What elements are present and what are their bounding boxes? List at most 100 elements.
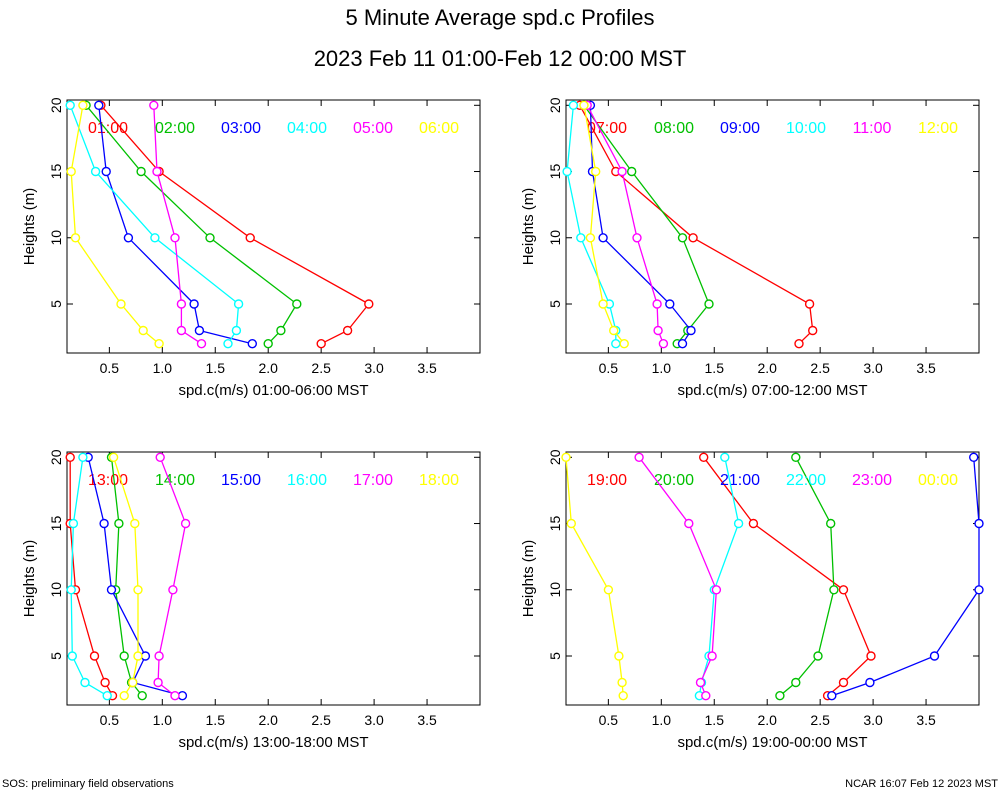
data-point — [826, 518, 836, 529]
data-point — [231, 325, 242, 336]
x-axis-label: spd.c(m/s) 01:00-06:00 MST — [178, 382, 368, 399]
data-point — [149, 100, 159, 111]
data-point — [116, 299, 126, 309]
data-point — [123, 233, 134, 243]
data-point — [136, 166, 146, 177]
y-tick-label: 10 — [48, 582, 64, 598]
footer-credit: NCAR 16:07 Feb 12 2023 MST — [845, 778, 998, 790]
data-point — [653, 325, 663, 336]
data-point — [150, 233, 160, 243]
data-point — [133, 651, 143, 661]
legend-entry: 04:00 — [287, 120, 327, 137]
series-0300 — [94, 100, 258, 349]
legend-entry: 17:00 — [353, 472, 393, 489]
legend-entry: 11:00 — [853, 120, 892, 137]
data-point — [89, 651, 100, 661]
y-tick-label: 20 — [547, 449, 563, 465]
chart-panel-1: 0.5 1.0 1.5 2.0 2.5 3.0 3.5 5 10 15 20 spd.c(m/s) 0… — [21, 97, 481, 399]
series-1700 — [153, 452, 191, 701]
data-point — [342, 325, 353, 336]
data-point — [665, 299, 675, 309]
data-point — [247, 339, 258, 349]
series-2200 — [694, 452, 744, 701]
data-point — [974, 518, 984, 529]
y-tick-label: 10 — [48, 230, 64, 246]
data-point — [189, 299, 199, 309]
data-point — [720, 452, 730, 462]
data-point — [827, 691, 837, 701]
data-point — [775, 691, 785, 701]
data-point — [566, 518, 576, 529]
data-point — [205, 233, 215, 243]
data-point — [562, 166, 572, 177]
plot-frame — [565, 451, 980, 706]
data-point — [153, 677, 163, 688]
series-1600 — [66, 452, 112, 701]
y-tick-label: 5 — [48, 652, 64, 660]
data-point — [154, 651, 164, 661]
x-tick-label: 2.0 — [258, 360, 278, 376]
x-tick-label: 3.5 — [916, 712, 936, 728]
figure-title: 5 Minute Average spd.c Profiles — [346, 5, 655, 30]
data-point — [701, 691, 711, 701]
legend-entry: 12:00 — [918, 120, 958, 137]
data-point — [168, 585, 178, 595]
series-1200 — [579, 100, 629, 349]
series-line — [703, 456, 872, 697]
y-tick-label: 5 — [547, 652, 563, 660]
x-tick-label: 3.0 — [863, 360, 883, 376]
data-point — [108, 452, 119, 462]
y-tick-label: 20 — [547, 97, 563, 113]
x-tick-label: 2.0 — [757, 712, 777, 728]
y-tick-label: 15 — [547, 516, 563, 532]
x-tick-label: 1.5 — [705, 360, 725, 376]
y-tick-label: 20 — [48, 449, 64, 465]
series-line — [100, 104, 370, 345]
x-tick-label: 2.0 — [757, 360, 777, 376]
data-point — [733, 518, 744, 529]
y-axis-label: Heights (m) — [21, 188, 38, 266]
series-0500 — [149, 100, 207, 349]
x-tick-label: 3.5 — [916, 360, 936, 376]
footer-source: SOS: preliminary field observations — [2, 778, 174, 790]
data-point — [929, 651, 940, 661]
data-point — [80, 677, 90, 688]
chart-panel-4: 0.5 1.0 1.5 2.0 2.5 3.0 3.5 5 10 15 20 spd.c(m/s) 1… — [520, 449, 984, 751]
data-point — [137, 691, 147, 701]
data-point — [969, 452, 979, 462]
y-tick-label: 10 — [547, 230, 563, 246]
data-point — [90, 166, 101, 177]
plot-frame — [66, 451, 481, 706]
y-axis-label: Heights (m) — [21, 540, 38, 618]
x-tick-label: 2.5 — [810, 712, 830, 728]
series-2100 — [827, 452, 984, 701]
data-point — [618, 691, 628, 701]
y-axis-label: Heights (m) — [520, 540, 537, 618]
plot-frame — [565, 99, 980, 354]
data-point — [568, 100, 579, 111]
series-0000 — [561, 452, 628, 701]
data-point — [276, 325, 286, 336]
data-point — [196, 339, 207, 349]
x-tick-label: 1.5 — [705, 712, 725, 728]
data-point — [101, 166, 111, 177]
y-tick-label: 10 — [547, 582, 563, 598]
x-tick-label: 2.5 — [311, 360, 331, 376]
data-point — [364, 299, 374, 309]
x-tick-label: 1.0 — [652, 712, 672, 728]
data-point — [576, 233, 586, 243]
data-point — [866, 651, 876, 661]
data-point — [561, 452, 571, 462]
data-point — [791, 677, 801, 688]
data-point — [699, 452, 709, 462]
x-tick-label: 3.0 — [364, 712, 384, 728]
data-point — [67, 651, 78, 661]
y-tick-label: 20 — [48, 97, 64, 113]
data-point — [598, 299, 608, 309]
series-2300 — [634, 452, 722, 701]
data-point — [316, 339, 326, 349]
y-tick-label: 5 — [547, 300, 563, 308]
legend-entry: 13:00 — [88, 472, 128, 489]
series-line — [565, 457, 624, 696]
